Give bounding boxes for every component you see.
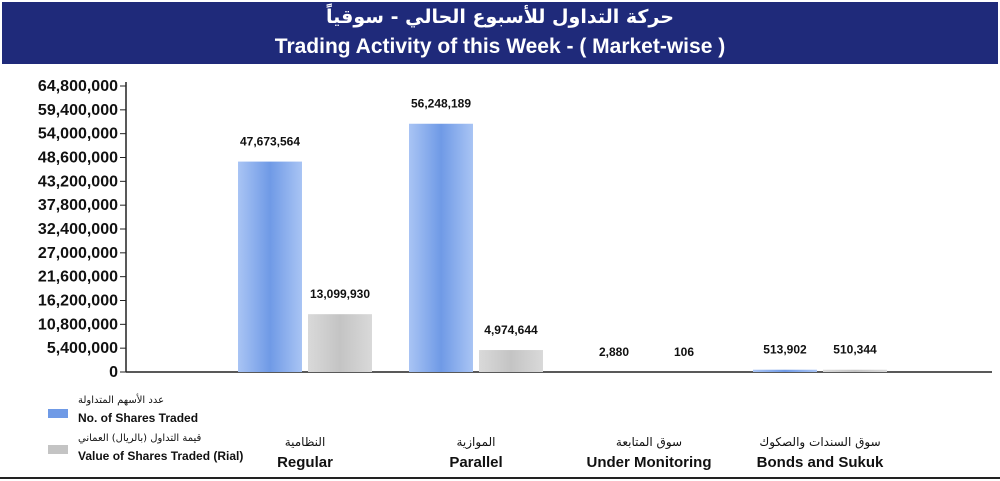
title-arabic: حركة التداول للأسبوع الحالي - سوقياً [326,6,674,28]
legend-label-value-en: Value of Shares Traded (Rial) [78,449,244,463]
data-label-value-2: 106 [674,345,694,359]
bar-value-0 [308,314,372,372]
chart-header: حركة التداول للأسبوع الحالي - سوقياً Tra… [2,2,998,64]
legend-swatch-value [48,445,68,454]
data-label-shares-0: 47,673,564 [240,135,300,149]
legend-item-shares: عدد الأسهم المتداولة No. of Shares Trade… [48,395,278,433]
y-tick-label: 32,400,000 [38,221,118,238]
legend: عدد الأسهم المتداولة No. of Shares Trade… [48,395,278,471]
bottom-rule [0,477,1000,479]
data-label-shares-1: 56,248,189 [411,97,471,111]
y-tick-label: 43,200,000 [38,173,118,190]
category-label-en-3: Bonds and Sukuk [757,454,884,471]
y-tick-label: 27,000,000 [38,245,118,262]
bar-shares-3 [753,369,817,372]
category-label-en-1: Parallel [449,454,502,471]
legend-swatch-shares [48,409,68,418]
y-tick-label: 16,200,000 [38,293,118,310]
y-tick-label: 5,400,000 [47,340,118,357]
data-label-value-1: 4,974,644 [484,323,538,337]
bar-shares-0 [238,161,302,372]
data-label-value-0: 13,099,930 [310,287,370,301]
legend-label-shares-en: No. of Shares Traded [78,411,199,425]
category-label-en-2: Under Monitoring [587,454,712,471]
bar-shares-1 [409,123,473,372]
bar-value-1 [479,350,543,372]
y-tick-label: 21,600,000 [38,269,118,286]
data-label-value-3: 510,344 [833,343,877,357]
bar-value-3 [823,369,887,372]
title-english: Trading Activity of this Week - ( Market… [274,35,726,58]
data-label-shares-3: 513,902 [763,343,807,357]
category-label-ar-2: سوق المتابعة [616,435,682,450]
y-tick-label: 48,600,000 [38,150,118,167]
legend-item-value: قيمة التداول (بالريال) العماني Value of … [48,433,278,471]
legend-label-shares-ar: عدد الأسهم المتداولة [78,395,165,406]
y-tick-label: 37,800,000 [38,197,118,214]
category-label-ar-1: الموازية [456,435,495,450]
y-tick-label: 59,400,000 [38,102,118,119]
y-tick-label: 64,800,000 [38,78,118,95]
data-label-shares-2: 2,880 [599,345,629,359]
legend-label-value-ar: قيمة التداول (بالريال) العماني [78,433,202,444]
category-label-ar-0: النظامية [285,435,326,449]
y-tick-label: 10,800,000 [38,316,118,333]
y-tick-label: 54,000,000 [38,126,118,143]
category-label-en-0: Regular [277,454,333,471]
category-label-ar-3: سوق السندات والصكوك [759,435,880,450]
y-tick-label: 0 [109,364,118,381]
